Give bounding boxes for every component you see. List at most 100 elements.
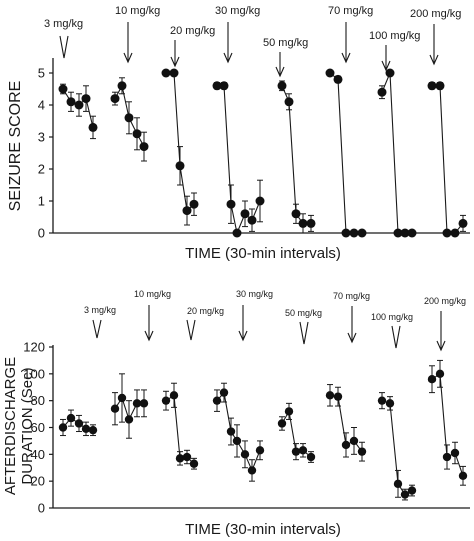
data-point — [58, 423, 68, 432]
series-line — [217, 85, 261, 235]
data-point — [393, 228, 403, 238]
data-point — [219, 81, 229, 91]
data-point — [169, 391, 179, 400]
series-line — [216, 391, 261, 472]
data-point — [117, 393, 127, 403]
y-tick-label-5: 5 — [38, 66, 45, 81]
data-point — [407, 486, 417, 495]
dose-group-series — [58, 409, 98, 437]
dose-arrowhead-icon — [436, 340, 446, 352]
data-mark-group — [58, 359, 468, 501]
data-point — [88, 425, 98, 435]
panel-afterdischarge-duration: AFTERDISCHARGE DURATION (Sec) TIME (30-m… — [2, 289, 470, 538]
dose-label: 10 mg/kg — [115, 5, 160, 17]
data-point — [66, 413, 76, 423]
data-point — [435, 369, 445, 379]
data-point — [232, 436, 242, 446]
y-tick-label-1: 1 — [38, 194, 45, 209]
data-point — [182, 452, 192, 462]
dose-label: 200 mg/kg — [410, 8, 461, 20]
data-point — [284, 97, 294, 107]
data-point — [175, 161, 185, 171]
data-point — [284, 407, 294, 416]
data-point — [427, 375, 437, 384]
data-point — [333, 392, 343, 401]
data-point — [277, 81, 287, 91]
panel-seizure-score: SEIZURE SCORE TIME (30-min intervals) 0 1… — [7, 5, 470, 262]
y-tick-label-3: 3 — [38, 130, 45, 145]
dose-arrowhead-icon — [123, 52, 133, 64]
dose-arrowhead-icon — [144, 330, 154, 342]
data-point — [110, 404, 120, 413]
data-point — [124, 415, 134, 424]
dose-label: 3 mg/kg — [44, 18, 83, 30]
data-point — [385, 399, 395, 408]
dose-arrowhead-icon — [223, 52, 233, 64]
dose-label: 10 mg/kg — [134, 289, 171, 299]
data-point — [161, 68, 171, 78]
data-point — [333, 74, 343, 84]
data-point — [247, 466, 257, 475]
data-point — [58, 84, 68, 94]
data-point — [212, 396, 222, 405]
data-point — [219, 388, 229, 397]
series-line — [432, 85, 464, 234]
data-point — [161, 396, 171, 405]
dose-label: 30 mg/kg — [215, 5, 260, 17]
dose-label: 200 mg/kg — [424, 296, 466, 306]
data-point — [117, 81, 127, 91]
dose-group-series — [58, 83, 98, 140]
y-tick-label-120: 120 — [23, 340, 45, 355]
data-point — [189, 459, 199, 468]
series-line — [166, 72, 195, 212]
data-point — [458, 471, 468, 480]
data-point — [325, 68, 335, 78]
data-point — [139, 142, 149, 152]
data-point — [349, 228, 359, 238]
series-line — [329, 72, 362, 234]
data-point — [226, 427, 236, 436]
dose-arrow-icon — [186, 319, 196, 341]
x-axis-title: TIME (30-min intervals) — [185, 245, 341, 262]
data-point — [385, 68, 395, 78]
data-point — [400, 490, 410, 499]
data-point — [255, 446, 265, 455]
data-point — [66, 97, 76, 107]
data-point — [442, 228, 452, 238]
series-line — [381, 72, 412, 234]
data-point — [175, 454, 185, 463]
dose-label: 30 mg/kg — [236, 289, 273, 299]
data-point — [81, 94, 91, 104]
data-point — [132, 129, 142, 139]
data-point — [357, 228, 367, 238]
data-point — [132, 399, 142, 408]
y-tick-label-2: 2 — [38, 162, 45, 177]
dose-group-series — [110, 373, 149, 439]
y-axis-title-line-1: AFTERDISCHARGE — [2, 357, 19, 495]
series-line — [281, 85, 311, 224]
data-point — [349, 436, 359, 446]
y-tick-label-0: 0 — [38, 226, 45, 241]
data-point — [341, 440, 351, 450]
data-point — [298, 446, 308, 455]
data-point — [306, 218, 316, 228]
data-point — [189, 199, 199, 209]
dose-arrow-icon — [391, 325, 401, 349]
y-tick-label-60: 60 — [31, 420, 45, 435]
data-point — [325, 391, 335, 400]
dose-label: 3 mg/kg — [84, 305, 116, 315]
data-point — [306, 452, 316, 462]
y-tick-label-80: 80 — [31, 393, 45, 408]
data-point — [124, 113, 134, 123]
dose-label: 20 mg/kg — [187, 306, 224, 316]
dose-group-series — [110, 77, 149, 162]
data-point — [400, 228, 410, 238]
dose-group-series — [212, 382, 265, 482]
data-point — [81, 424, 91, 434]
data-point — [450, 448, 460, 458]
dose-arrowhead-icon — [275, 66, 285, 78]
data-point — [88, 122, 98, 132]
dose-arrowhead-icon — [347, 332, 357, 344]
